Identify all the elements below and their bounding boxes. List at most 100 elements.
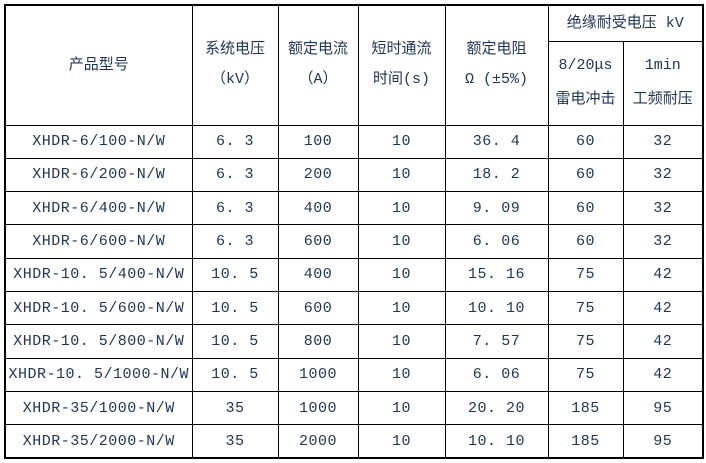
cell-system-voltage: 10. 5 (191, 257, 279, 292)
header-lightning-impulse-line2: 雷电冲击 (555, 91, 616, 108)
cell-lightning-impulse: 75 (547, 357, 624, 392)
header-rated-resistance-line2: Ω (±5%) (464, 71, 528, 89)
header-system-voltage-line2: （kV） (210, 71, 259, 89)
cell-rated-current: 600 (277, 224, 359, 259)
header-short-time-line1: 短时通流 (371, 41, 432, 59)
table-row: XHDR-6/600-N/W 6. 3 600 10 6. 06 60 32 (4, 224, 704, 259)
cell-short-time: 10 (357, 191, 446, 226)
header-power-frequency-line1: 1min (644, 57, 681, 74)
cell-system-voltage: 6. 3 (191, 124, 279, 159)
header-short-time-line2: 时间(s) (372, 71, 430, 89)
table-header: 产品型号 系统电压 （kV） 额定电流 （A） 短时通流 时间(s) 额定电阻 … (4, 4, 704, 126)
table-row: XHDR-10. 5/600-N/W 10. 5 600 10 10. 10 7… (4, 290, 704, 326)
table-row: XHDR-6/200-N/W 6. 3 200 10 18. 2 60 32 (4, 157, 704, 193)
cell-system-voltage: 10. 5 (191, 290, 279, 326)
header-system-voltage-line1: 系统电压 (204, 41, 265, 59)
header-short-time: 短时通流 时间(s) (357, 4, 446, 126)
cell-system-voltage: 35 (191, 424, 279, 459)
cell-short-time: 10 (357, 424, 446, 459)
header-rated-current-line1: 额定电流 (287, 41, 348, 59)
cell-rated-current: 800 (277, 324, 359, 359)
cell-product-model: XHDR-6/200-N/W (4, 157, 193, 193)
table-row: XHDR-10. 5/1000-N/W 10. 5 1000 10 6. 06 … (4, 357, 704, 392)
cell-product-model: XHDR-35/2000-N/W (4, 424, 193, 459)
cell-lightning-impulse: 60 (547, 157, 624, 193)
cell-power-frequency: 42 (622, 357, 704, 392)
cell-rated-current: 400 (277, 257, 359, 292)
cell-power-frequency: 42 (622, 257, 704, 292)
header-lightning-impulse: 8/20μs 雷电冲击 (547, 40, 624, 126)
cell-product-model: XHDR-6/600-N/W (4, 224, 193, 259)
cell-product-model: XHDR-10. 5/400-N/W (4, 257, 193, 292)
header-lightning-impulse-line1: 8/20μs (558, 57, 613, 74)
cell-rated-resistance: 20. 20 (444, 390, 549, 426)
header-insulation-group-label: 绝缘耐受电压 kV (566, 14, 684, 32)
cell-short-time: 10 (357, 257, 446, 292)
cell-lightning-impulse: 60 (547, 191, 624, 226)
cell-rated-current: 100 (277, 124, 359, 159)
header-rated-current-line2: （A） (298, 71, 338, 89)
cell-rated-current: 200 (277, 157, 359, 193)
cell-short-time: 10 (357, 224, 446, 259)
table-row: XHDR-10. 5/400-N/W 10. 5 400 10 15. 16 7… (4, 257, 704, 292)
cell-product-model: XHDR-10. 5/600-N/W (4, 290, 193, 326)
cell-rated-resistance: 9. 09 (444, 191, 549, 226)
header-power-frequency-line2: 工频耐压 (632, 91, 693, 108)
cell-product-model: XHDR-35/1000-N/W (4, 390, 193, 426)
cell-power-frequency: 42 (622, 290, 704, 326)
cell-rated-resistance: 6. 06 (444, 357, 549, 392)
cell-power-frequency: 32 (622, 157, 704, 193)
table-row: XHDR-6/400-N/W 6. 3 400 10 9. 09 60 32 (4, 191, 704, 226)
cell-system-voltage: 35 (191, 390, 279, 426)
cell-rated-resistance: 36. 4 (444, 124, 549, 159)
cell-short-time: 10 (357, 290, 446, 326)
table-row: XHDR-35/2000-N/W 35 2000 10 10. 10 185 9… (4, 424, 704, 459)
header-system-voltage: 系统电压 （kV） (191, 4, 279, 126)
cell-power-frequency: 32 (622, 224, 704, 259)
cell-product-model: XHDR-6/100-N/W (4, 124, 193, 159)
cell-short-time: 10 (357, 157, 446, 193)
cell-power-frequency: 95 (622, 424, 704, 459)
cell-short-time: 10 (357, 357, 446, 392)
cell-rated-resistance: 18. 2 (444, 157, 549, 193)
cell-lightning-impulse: 75 (547, 257, 624, 292)
cell-product-model: XHDR-6/400-N/W (4, 191, 193, 226)
cell-rated-current: 400 (277, 191, 359, 226)
header-rated-current: 额定电流 （A） (277, 4, 359, 126)
cell-rated-resistance: 15. 16 (444, 257, 549, 292)
cell-system-voltage: 10. 5 (191, 324, 279, 359)
table-row: XHDR-10. 5/800-N/W 10. 5 800 10 7. 57 75… (4, 324, 704, 359)
cell-rated-current: 600 (277, 290, 359, 326)
header-product-model: 产品型号 (4, 4, 193, 126)
cell-power-frequency: 42 (622, 324, 704, 359)
cell-lightning-impulse: 185 (547, 424, 624, 459)
cell-rated-current: 1000 (277, 357, 359, 392)
cell-system-voltage: 10. 5 (191, 357, 279, 392)
cell-lightning-impulse: 75 (547, 290, 624, 326)
cell-lightning-impulse: 60 (547, 224, 624, 259)
cell-system-voltage: 6. 3 (191, 224, 279, 259)
cell-short-time: 10 (357, 124, 446, 159)
cell-rated-current: 2000 (277, 424, 359, 459)
cell-lightning-impulse: 75 (547, 324, 624, 359)
cell-rated-resistance: 7. 57 (444, 324, 549, 359)
header-power-frequency: 1min 工频耐压 (622, 40, 704, 126)
cell-lightning-impulse: 60 (547, 124, 624, 159)
table-row: XHDR-35/1000-N/W 35 1000 10 20. 20 185 9… (4, 390, 704, 426)
cell-rated-current: 1000 (277, 390, 359, 426)
cell-power-frequency: 32 (622, 191, 704, 226)
table-row: XHDR-6/100-N/W 6. 3 100 10 36. 4 60 32 (4, 124, 704, 159)
cell-system-voltage: 6. 3 (191, 191, 279, 226)
cell-short-time: 10 (357, 324, 446, 359)
cell-lightning-impulse: 185 (547, 390, 624, 426)
header-rated-resistance: 额定电阻 Ω (±5%) (444, 4, 549, 126)
cell-rated-resistance: 6. 06 (444, 224, 549, 259)
cell-product-model: XHDR-10. 5/800-N/W (4, 324, 193, 359)
cell-rated-resistance: 10. 10 (444, 424, 549, 459)
cell-short-time: 10 (357, 390, 446, 426)
cell-system-voltage: 6. 3 (191, 157, 279, 193)
product-spec-table: 产品型号 系统电压 （kV） 额定电流 （A） 短时通流 时间(s) 额定电阻 … (4, 4, 705, 459)
cell-rated-resistance: 10. 10 (444, 290, 549, 326)
header-product-model-label: 产品型号 (68, 56, 129, 74)
